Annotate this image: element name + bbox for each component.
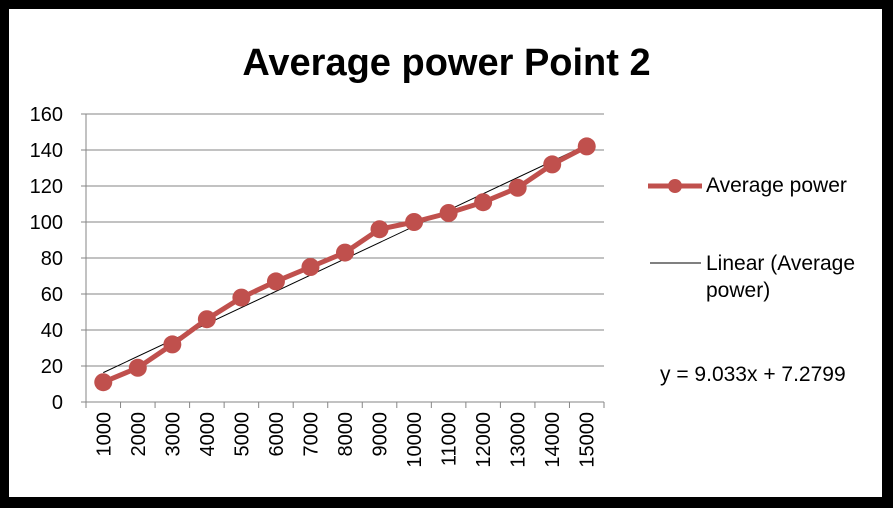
- x-tick-labels: 1000 2000 3000 4000 5000 6000 7000 8000 9000 1000…: [93, 412, 598, 468]
- data-point-13000: [508, 178, 527, 197]
- x-tick-label-3000: 3000: [162, 412, 184, 457]
- chart-title: Average power Point 2: [242, 42, 651, 84]
- y-tick-label-100: 100: [30, 212, 63, 234]
- x-tick-label-14000: 14000: [542, 412, 564, 468]
- data-point-6000: [266, 272, 285, 291]
- x-tick-label-1000: 1000: [93, 412, 115, 457]
- data-point-2000: [128, 358, 147, 377]
- x-tick-label-2000: 2000: [128, 412, 150, 457]
- data-point-4000: [197, 310, 216, 329]
- x-tick-label-15000: 15000: [577, 412, 599, 468]
- y-tick-label-140: 140: [30, 140, 63, 162]
- x-tick-label-4000: 4000: [197, 412, 219, 457]
- x-tick-label-7000: 7000: [300, 412, 322, 457]
- data-point-12000: [474, 193, 493, 212]
- data-point-15000: [577, 137, 596, 156]
- data-point-11000: [439, 204, 458, 222]
- y-tick-label-80: 80: [41, 248, 63, 270]
- y-tick-labels: 0 20 40 60 80 100 120 140 160: [30, 104, 63, 414]
- data-point-14000: [543, 155, 562, 174]
- legend: [648, 179, 702, 264]
- x-tick-label-9000: 9000: [370, 412, 392, 457]
- data-point-3000: [163, 335, 182, 354]
- y-tick-label-60: 60: [41, 284, 63, 306]
- data-point-7000: [301, 258, 320, 276]
- x-tick-label-10000: 10000: [404, 412, 426, 468]
- x-tick-label-11000: 11000: [439, 412, 461, 466]
- x-tick-label-5000: 5000: [231, 412, 253, 457]
- chart-area: [9, 9, 882, 497]
- axes: [81, 113, 605, 408]
- x-tick-label-13000: 13000: [508, 412, 530, 468]
- x-tick-label-8000: 8000: [335, 412, 357, 457]
- y-tick-label-40: 40: [41, 320, 63, 342]
- y-tick-label-160: 160: [30, 104, 63, 126]
- y-tick-label-20: 20: [41, 356, 63, 378]
- data-point-9000: [370, 220, 389, 239]
- data-point-5000: [232, 288, 251, 307]
- legend-trend-label: Linear (Average power): [706, 252, 856, 302]
- y-tick-label-120: 120: [30, 176, 63, 198]
- trendline-equation: y = 9.033x + 7.2799: [660, 363, 846, 386]
- legend-series-label: Average power: [706, 174, 847, 197]
- data-point-1000: [94, 373, 113, 392]
- series-average-power: [94, 137, 596, 392]
- y-tick-label-0: 0: [52, 392, 63, 414]
- data-point-8000: [336, 243, 354, 262]
- legend-series-marker: [668, 179, 682, 193]
- data-point-10000: [405, 213, 424, 231]
- x-tick-label-12000: 12000: [473, 412, 495, 468]
- x-tick-label-6000: 6000: [266, 412, 288, 457]
